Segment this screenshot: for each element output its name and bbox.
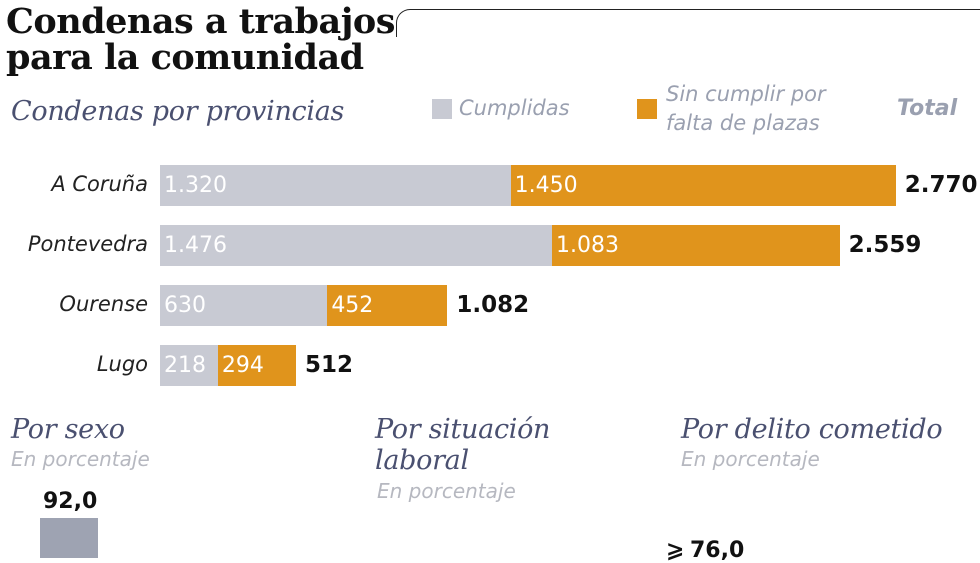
bar-value-label: 1.450: [514, 173, 578, 198]
bar-value-label: 1.476: [164, 233, 227, 258]
bar-value-label: 218: [164, 353, 206, 378]
legend-swatch-sin-cumplir: [637, 99, 657, 119]
bar-segment-cumplidas: [160, 345, 218, 386]
legend-total: Total: [897, 96, 958, 121]
title-line-2: para la comunidad: [6, 37, 364, 78]
category-label: A Coruña: [51, 172, 148, 196]
legend-label-sin-cumplir-line-1: Sin cumplir por: [666, 82, 826, 106]
bar-value-label: 1.320: [164, 173, 227, 198]
laboral-subheading: En porcentaje: [377, 479, 516, 503]
bar-value-label: 452: [331, 293, 374, 318]
bar-segment-sin-cumplir: [552, 225, 840, 266]
category-label: Ourense: [59, 292, 148, 316]
sexo-subheading: En porcentaje: [11, 447, 150, 471]
bar-total-label: 2.770: [904, 172, 978, 198]
bar-value-label: 294: [221, 353, 264, 378]
laboral-heading: Por situación laboral: [375, 414, 550, 476]
provincias-heading: Condenas por provincias: [11, 96, 345, 127]
bar-segment-cumplidas: [160, 285, 328, 326]
legend-label-cumplidas: Cumplidas: [459, 96, 570, 120]
delito-heading: Por delito cometido: [681, 414, 943, 445]
delito-break-mark: ⩾: [666, 538, 685, 563]
sexo-value-label: 92,0: [43, 489, 98, 514]
sexo-bar: [40, 518, 98, 558]
sexo-heading: Por sexo: [11, 414, 125, 445]
legend-label-sin-cumplir-line-2: falta de plazas: [666, 111, 820, 135]
bar-segment-sin-cumplir: [327, 285, 448, 326]
delito-value-label: 76,0: [690, 538, 745, 563]
bar-value-label: 1.083: [556, 233, 619, 258]
bar-segment-cumplidas: [160, 165, 511, 206]
bar-value-label: 630: [164, 293, 206, 318]
title-rule: [396, 9, 980, 37]
legend-label-sin-cumplir: Sin cumplir por falta de plazas: [666, 80, 826, 138]
bar-segment-sin-cumplir: [510, 165, 896, 206]
category-label: Pontevedra: [27, 232, 148, 256]
bar-total-label: 1.082: [456, 292, 530, 318]
page-title: Condenas a trabajos para la comunidad: [6, 4, 395, 76]
delito-subheading: En porcentaje: [681, 447, 820, 471]
bar-total-label: 512: [304, 352, 353, 378]
bar-total-label: 2.559: [848, 232, 922, 258]
category-label: Lugo: [96, 352, 148, 376]
legend-swatch-cumplidas: [432, 99, 452, 119]
title-line-1: Condenas a trabajos: [6, 1, 395, 42]
laboral-heading-line-2: laboral: [375, 445, 469, 476]
laboral-heading-line-1: Por situación: [375, 414, 551, 445]
bar-segment-sin-cumplir: [217, 345, 296, 386]
bar-segment-cumplidas: [160, 225, 553, 266]
